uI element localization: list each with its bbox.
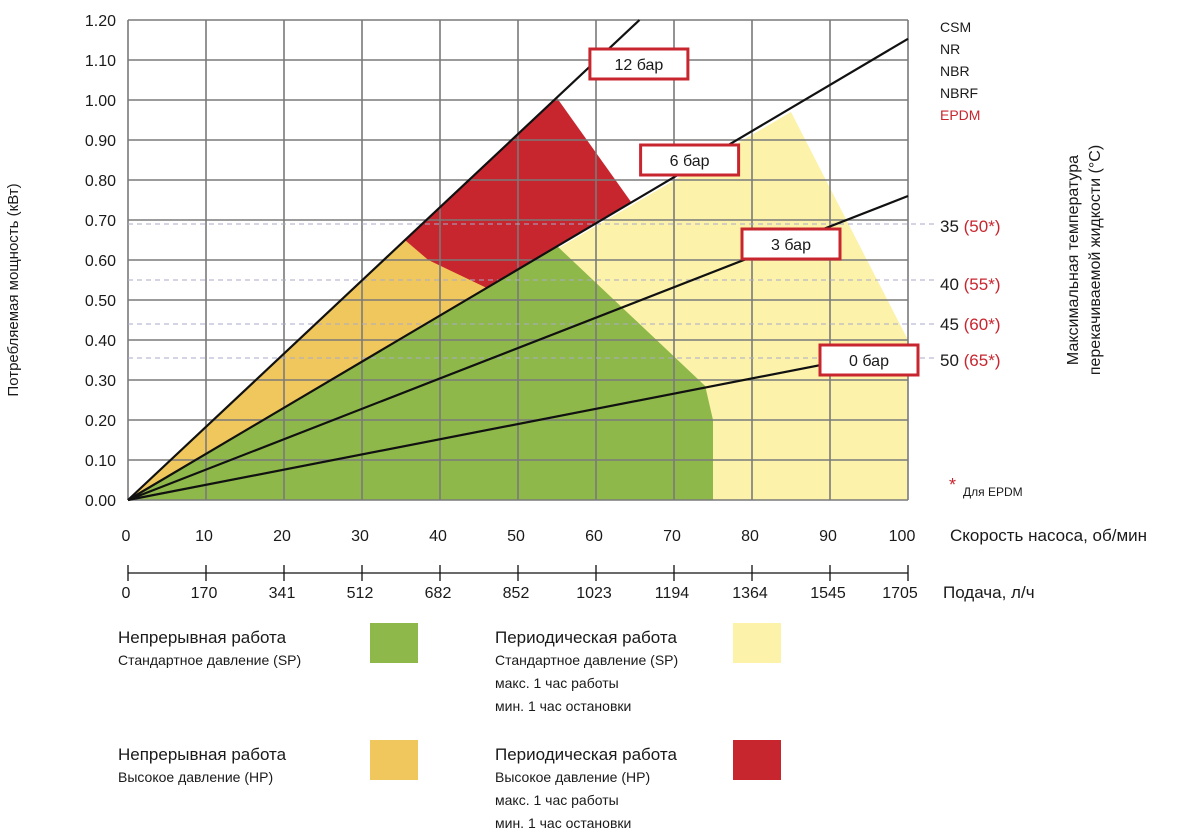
material-label: EPDM (940, 107, 980, 123)
temperature-label: 35 (50*) (940, 217, 1001, 236)
x-tick-label: 40 (429, 528, 447, 545)
x-tick-label: 90 (819, 528, 837, 545)
y-tick-label: 1.00 (85, 93, 116, 110)
y-tick-label: 0.00 (85, 493, 116, 510)
legend-line: макс. 1 час работы (495, 675, 619, 691)
y-tick-label: 0.70 (85, 213, 116, 230)
temperature-epdm-value: (50*) (964, 217, 1001, 236)
legend-line: Стандартное давление (SP) (118, 652, 302, 668)
temperature-epdm-value: (60*) (964, 315, 1001, 334)
pressure-label: 6 бар (670, 153, 710, 170)
legend-title-periodic-sp: Периодическая работа (495, 628, 677, 647)
footnote-text: Для EPDM (963, 485, 1023, 499)
legend-line: Высокое давление (HP) (118, 769, 274, 785)
y-tick-label: 0.30 (85, 373, 116, 390)
region-orange (128, 240, 487, 500)
material-label: NR (940, 41, 960, 57)
y-tick-label: 0.40 (85, 333, 116, 350)
flow-tick-label: 0 (122, 585, 131, 602)
y-axis: 0.00 0.10 0.20 0.30 0.40 0.50 0.60 0.70 0.80 0.90… (5, 13, 116, 510)
y-tick-label: 1.20 (85, 13, 116, 30)
x-axis-label: Скорость насоса, об/мин (950, 526, 1147, 545)
flow-tick-label: 1545 (810, 585, 846, 602)
flow-tick-label: 852 (503, 585, 530, 602)
pressure-label-box (588, 47, 690, 81)
temperature-value: 40 (940, 275, 964, 294)
y-tick-label: 1.10 (85, 53, 116, 70)
legend-line: макс. 1 час работы (495, 792, 619, 808)
legend-title-periodic-hp: Периодическая работа (495, 745, 677, 764)
temperature-label: 45 (60*) (940, 315, 1001, 334)
x-tick-label: 70 (663, 528, 681, 545)
y-tick-label: 0.60 (85, 253, 116, 270)
flow-tick-label: 682 (425, 585, 452, 602)
flow-tick-label: 1705 (882, 585, 918, 602)
pressure-label-box (740, 227, 842, 261)
y-axis-label: Потребляемая мощность (кВт) (5, 183, 22, 396)
flow-tick-label: 1023 (576, 585, 612, 602)
y-tick-label: 0.90 (85, 133, 116, 150)
pressure-label: 12 бар (614, 57, 663, 74)
pressure-label: 0 бар (849, 353, 889, 370)
temperature-epdm-value: (55*) (964, 275, 1001, 294)
pressure-labels: 12 бар 6 бар 3 бар 0 бар (588, 47, 920, 377)
temperature-value: 35 (940, 217, 964, 236)
legend-swatch-periodic-hp (733, 740, 781, 780)
pressure-line (127, 37, 909, 501)
temperature-value: 50 (940, 351, 964, 370)
temperature-epdm-value: (65*) (964, 351, 1001, 370)
pressure-line (127, 19, 641, 501)
temperature-label: 40 (55*) (940, 275, 1001, 294)
x-tick-label: 80 (741, 528, 759, 545)
x-tick-label: 100 (889, 528, 916, 545)
grid (127, 19, 909, 501)
pressure-label: 3 бар (771, 237, 811, 254)
temperature-title-line2: перекачиваемой жидкости (°C) (1087, 145, 1104, 375)
x-axis-speed: 0 10 20 30 40 50 60 70 80 90 100 Скорость насоса, о… (122, 526, 1147, 545)
y-tick-label: 0.50 (85, 293, 116, 310)
y-tick-label: 0.10 (85, 453, 116, 470)
legend-swatch-continuous-hp (370, 740, 418, 780)
pressure-label-box (639, 143, 741, 177)
legend-line: мин. 1 час остановки (495, 815, 632, 831)
flow-tick-label: 1194 (655, 585, 690, 602)
temperature-value: 45 (940, 315, 964, 334)
legend-swatch-periodic-sp (733, 623, 781, 663)
flow-tick-label: 341 (269, 585, 296, 602)
legend-title-continuous-hp: Непрерывная работа (118, 745, 287, 764)
legend-line: Стандартное давление (SP) (495, 652, 679, 668)
x-axis-flow: 0 170 341 512 682 852 1023 1194 1364 1545 1705 Пода… (122, 565, 1035, 602)
legend-line: Высокое давление (HP) (495, 769, 651, 785)
flow-tick-label: 1364 (732, 585, 768, 602)
y-tick-label: 0.80 (85, 173, 116, 190)
right-panel: CSM NR NBR NBRF EPDM Максимальная температура… (940, 19, 1104, 499)
legend-swatch-continuous-sp (370, 623, 418, 663)
pressure-line (127, 346, 909, 502)
flow-tick-label: 170 (191, 585, 218, 602)
region-green (128, 246, 713, 500)
legend-title-continuous-sp: Непрерывная работа (118, 628, 287, 647)
x-tick-label: 50 (507, 528, 525, 545)
pressure-label-box (818, 343, 920, 377)
material-label: CSM (940, 19, 971, 35)
x-tick-label: 10 (195, 528, 213, 545)
temperature-label: 50 (65*) (940, 351, 1001, 370)
x-tick-label: 0 (122, 528, 131, 545)
y-tick-label: 0.20 (85, 413, 116, 430)
x-tick-label: 30 (351, 528, 369, 545)
temperature-title-line1: Максимальная температура (1065, 155, 1082, 365)
flow-tick-label: 512 (347, 585, 374, 602)
material-label: NBRF (940, 85, 978, 101)
x-tick-label: 60 (585, 528, 603, 545)
x-tick-label: 20 (273, 528, 291, 545)
footnote-star: * (949, 475, 956, 495)
flow-axis-label: Подача, л/ч (943, 583, 1035, 602)
material-label: NBR (940, 63, 970, 79)
legend-line: мин. 1 час остановки (495, 698, 632, 714)
